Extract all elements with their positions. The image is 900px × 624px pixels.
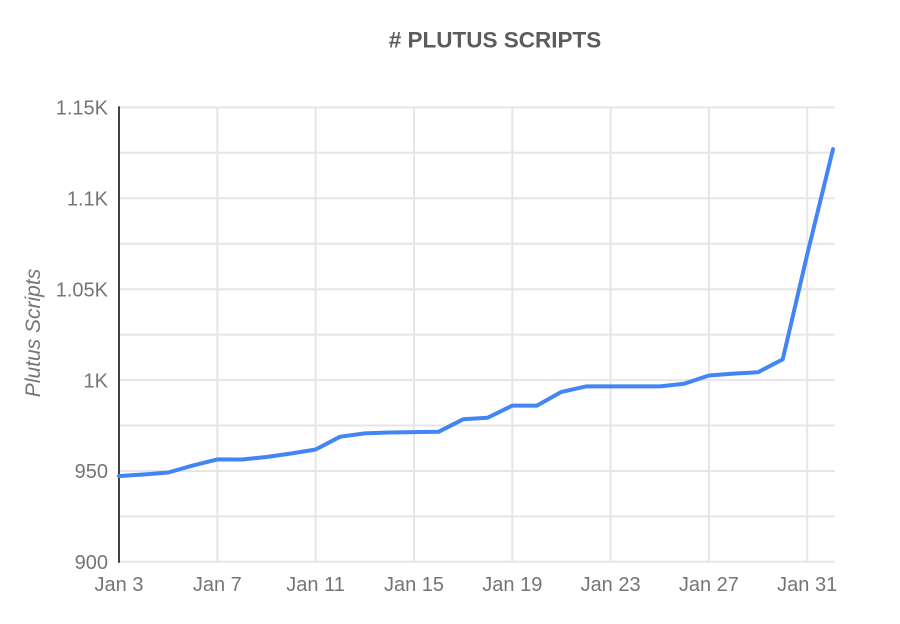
svg-text:1.05K: 1.05K (56, 279, 109, 301)
svg-text:Plutus Scripts: Plutus Scripts (22, 268, 45, 397)
svg-text:Jan 15: Jan 15 (384, 574, 444, 596)
svg-text:1.15K: 1.15K (56, 98, 109, 120)
svg-text:Jan 19: Jan 19 (482, 574, 542, 596)
svg-text:900: 900 (75, 552, 108, 574)
svg-text:Jan 23: Jan 23 (581, 574, 641, 596)
svg-text:1K: 1K (84, 370, 109, 392)
svg-text:Jan 7: Jan 7 (193, 574, 242, 596)
svg-text:Jan 31: Jan 31 (777, 574, 837, 596)
svg-text:# PLUTUS SCRIPTS: # PLUTUS SCRIPTS (389, 28, 602, 53)
svg-text:Jan 3: Jan 3 (95, 574, 144, 596)
svg-text:Jan 27: Jan 27 (679, 574, 739, 596)
svg-text:1.1K: 1.1K (67, 189, 109, 211)
svg-text:950: 950 (75, 461, 108, 483)
svg-text:Jan 11: Jan 11 (286, 574, 345, 596)
